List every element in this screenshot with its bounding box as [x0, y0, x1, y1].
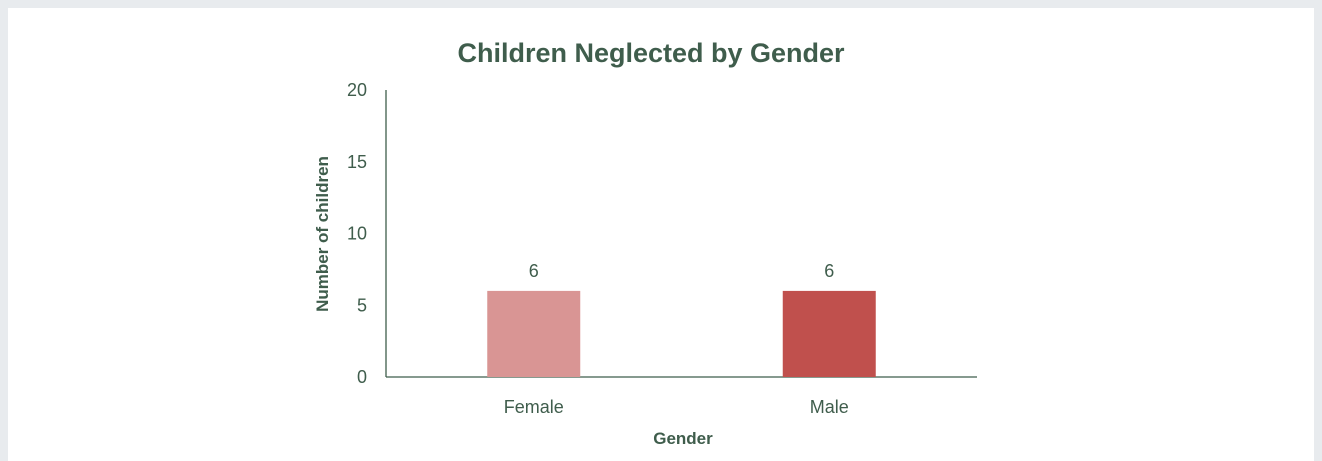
data-label-male: 6: [824, 261, 834, 281]
x-tick-label-male: Male: [810, 397, 849, 417]
y-tick-label: 5: [357, 295, 367, 315]
y-axis-title: Number of children: [313, 156, 332, 312]
bar-female: [487, 290, 581, 377]
chart-panel: [8, 8, 1314, 461]
x-axis-title: Gender: [653, 429, 713, 448]
y-axis-ticks: 0 5 10 15 20: [347, 80, 367, 387]
bar-male: [782, 290, 876, 377]
data-label-female: 6: [529, 261, 539, 281]
x-tick-label-female: Female: [504, 397, 564, 417]
y-tick-label: 10: [347, 224, 367, 244]
y-tick-label: 20: [347, 80, 367, 100]
x-axis-ticks: Female Male: [504, 397, 849, 417]
chart-title: Children Neglected by Gender: [457, 38, 845, 68]
y-tick-label: 0: [357, 367, 367, 387]
y-tick-label: 15: [347, 152, 367, 172]
